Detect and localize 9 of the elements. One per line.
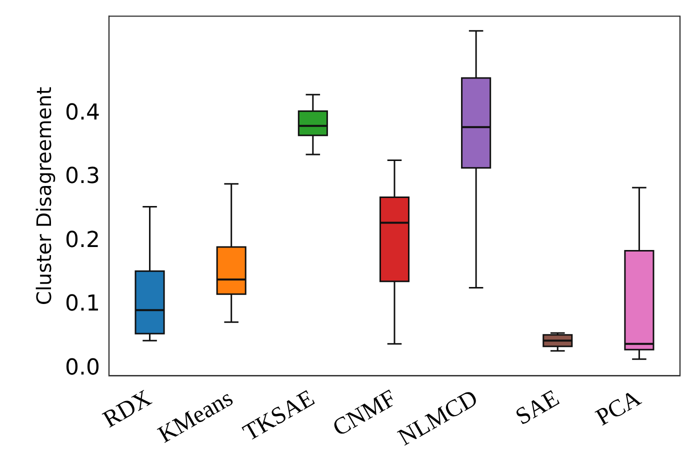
y-tick-label: 0.2	[64, 228, 100, 253]
x-tick-label: PCA	[592, 384, 646, 432]
y-axis-title: Cluster Disagreement	[32, 86, 56, 306]
y-tick-label: 0.1	[64, 292, 100, 317]
x-tick-label: SAE	[512, 385, 564, 431]
y-tick-label: 0.4	[64, 100, 100, 126]
x-tick-label: RDX	[99, 385, 156, 434]
y-tick-label: 0.3	[64, 164, 100, 190]
y-tick-label: 0.0	[64, 355, 100, 380]
